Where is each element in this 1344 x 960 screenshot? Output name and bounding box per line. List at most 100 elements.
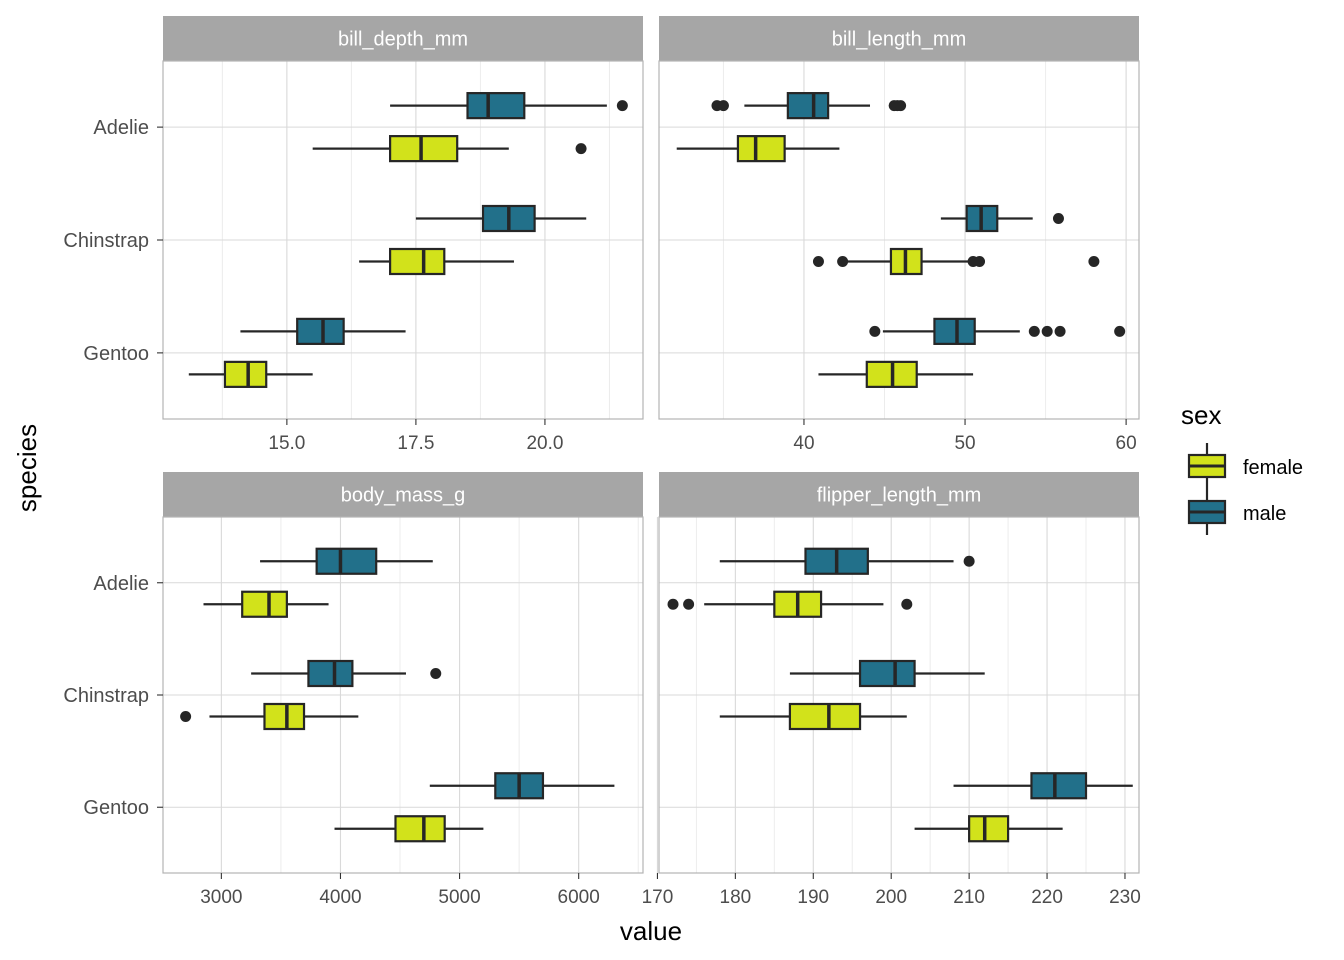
box-iqr	[786, 92, 830, 120]
boxplot-chinstrap-male	[789, 659, 985, 688]
x-axis-title: value	[620, 916, 682, 946]
outlier-point	[180, 711, 192, 722]
facet-strip-label: body_mass_g	[341, 485, 466, 507]
facet-strip-label: flipper_length_mm	[817, 485, 982, 507]
box-iqr	[315, 547, 378, 575]
outlier-point	[1088, 256, 1100, 267]
boxplot-chinstrap-female	[719, 702, 907, 731]
x-tick-label: 20.0	[526, 433, 563, 454]
x-tick-label: 6000	[558, 887, 600, 908]
boxplot-gentoo-male	[953, 772, 1133, 800]
box-iqr	[788, 702, 862, 731]
outlier-point	[837, 256, 849, 267]
outlier-point	[1114, 325, 1126, 337]
x-tick-label: 60	[1116, 433, 1137, 454]
x-tick-label: 210	[953, 887, 985, 908]
outlier-point	[683, 598, 695, 610]
boxplot-chinstrap-male	[251, 659, 442, 688]
facet-panel-body-mass-g: body_mass_g 3000 4000 5000 6000 Adelie Chinstr…	[63, 472, 644, 908]
boxplot-adelie-male	[260, 547, 433, 575]
boxplot-adelie-female	[203, 590, 329, 618]
x-tick-label: 230	[1109, 887, 1141, 908]
boxplot-gentoo-male	[240, 317, 406, 345]
box-iqr	[307, 659, 354, 688]
facet-panel-flipper-length-mm: flipper_length_mm 170 180 190 200 210 220 230	[642, 472, 1141, 908]
outlier-point	[1028, 325, 1040, 337]
boxplot-chinstrap-male	[940, 204, 1064, 233]
box-iqr	[388, 135, 459, 163]
box-iqr	[466, 92, 526, 120]
x-tick-label: 40	[793, 433, 814, 454]
outlier-point	[974, 256, 986, 267]
outlier-point	[869, 325, 881, 337]
boxplot-chinstrap-female	[180, 702, 359, 731]
legend-title: sex	[1181, 400, 1221, 430]
x-tick-label: 15.0	[268, 433, 305, 454]
facet-panel-bill-depth-mm: bill_depth_mm 15.0 17.5 20.0 Adelie Chinstrap…	[63, 16, 644, 454]
facet-strip-label: bill_length_mm	[832, 29, 967, 51]
boxplot-chinstrap-female	[359, 247, 514, 276]
box-iqr	[394, 815, 446, 843]
boxplot-gentoo-female	[334, 815, 484, 843]
box-iqr	[223, 360, 268, 388]
outlier-point	[963, 555, 975, 567]
panel-border	[658, 516, 1140, 874]
facet-strip	[163, 16, 643, 61]
x-tick-label: 5000	[438, 887, 480, 908]
x-tick-label: 50	[954, 433, 975, 454]
y-tick-label: Chinstrap	[63, 230, 149, 252]
y-tick-label: Adelie	[93, 117, 149, 139]
x-tick-label: 170	[642, 887, 674, 908]
y-axis-title: species	[12, 424, 42, 512]
y-tick-label: Chinstrap	[63, 685, 149, 707]
legend-label-female: female	[1243, 457, 1303, 479]
outlier-point	[667, 598, 679, 610]
boxplot-adelie-female	[312, 135, 587, 163]
boxplot-adelie-male	[719, 547, 975, 575]
boxplot-gentoo-female	[188, 360, 313, 388]
boxplot-gentoo-female	[818, 360, 974, 388]
box-iqr	[241, 590, 288, 618]
x-tick-label: 200	[875, 887, 907, 908]
x-tick-label: 3000	[200, 887, 242, 908]
legend-key-female	[1187, 443, 1227, 489]
y-tick-label: Adelie	[93, 573, 149, 595]
box-iqr	[1030, 772, 1088, 800]
box-iqr	[296, 317, 345, 345]
outlier-point	[1052, 213, 1064, 224]
box-iqr	[263, 702, 306, 731]
outlier-point	[901, 598, 913, 610]
box-iqr	[933, 317, 976, 345]
outlier-point	[812, 256, 824, 267]
x-tick-label: 4000	[319, 887, 361, 908]
outlier-point	[430, 668, 442, 679]
boxplot-adelie-male	[390, 92, 628, 120]
boxplot-adelie-female	[676, 135, 840, 163]
outlier-point	[575, 143, 587, 155]
x-tick-label: 190	[797, 887, 829, 908]
facet-strip	[659, 472, 1139, 517]
facet-strip-label: bill_depth_mm	[338, 29, 468, 51]
box-iqr	[968, 815, 1010, 843]
y-tick-label: Gentoo	[83, 797, 149, 819]
x-tick-label: 180	[720, 887, 752, 908]
x-tick-label: 17.5	[397, 433, 434, 454]
x-tick-label: 220	[1031, 887, 1063, 908]
legend-label-male: male	[1243, 503, 1286, 525]
outlier-point	[895, 100, 907, 112]
legend-key-male	[1187, 489, 1227, 535]
box-iqr	[736, 135, 786, 163]
legend: sex female male	[1181, 400, 1303, 535]
facet-strip	[659, 16, 1139, 61]
boxplot-chinstrap-female	[812, 247, 1100, 276]
boxplot-adelie-male	[711, 92, 907, 120]
boxplot-chinstrap-male	[415, 204, 587, 233]
outlier-point	[717, 100, 729, 112]
panel-border	[658, 60, 1140, 420]
facet-panels: bill_depth_mm 15.0 17.5 20.0 Adelie Chinstrap…	[63, 16, 1141, 908]
facet-panel-bill-length-mm: bill_length_mm 40 50 60	[658, 16, 1140, 454]
facet-strip	[163, 472, 643, 517]
boxplot-gentoo-male	[429, 772, 615, 800]
boxplot-gentoo-male	[869, 317, 1126, 345]
